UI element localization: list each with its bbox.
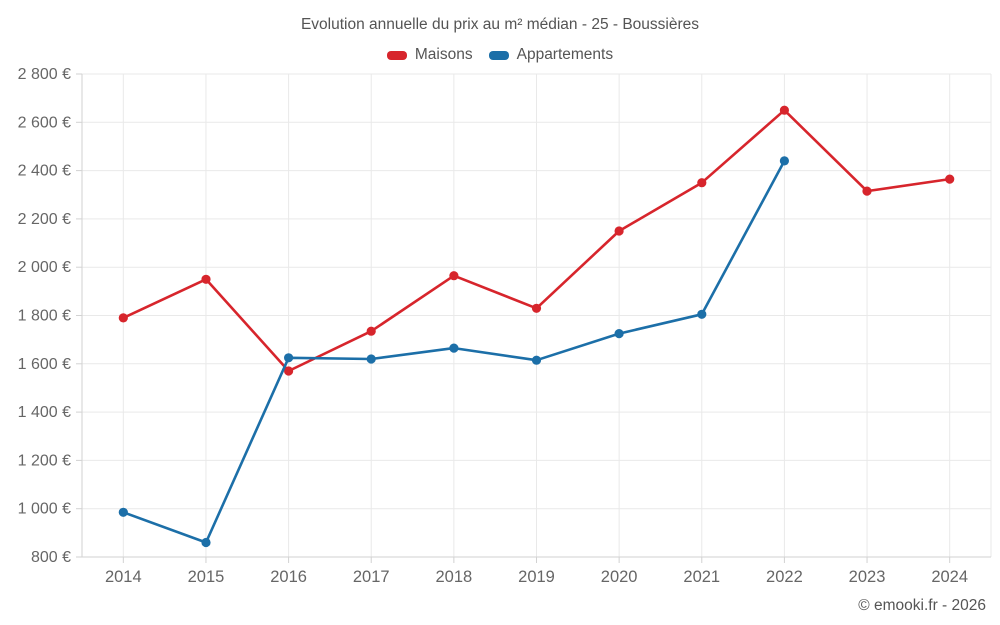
y-tick-label: 2 400 € xyxy=(18,163,71,180)
data-point-appartements-2017 xyxy=(366,354,376,364)
data-point-maisons-2020 xyxy=(614,226,624,236)
y-tick-label: 1 000 € xyxy=(18,501,71,518)
data-point-appartements-2020 xyxy=(614,329,624,339)
x-tick-label: 2021 xyxy=(683,568,720,586)
chart-title: Evolution annuelle du prix au m² médian … xyxy=(300,16,700,33)
data-point-appartements-2021 xyxy=(697,309,707,319)
data-point-maisons-2015 xyxy=(201,274,211,284)
legend-label: Maisons xyxy=(414,46,473,63)
y-tick-label: 1 800 € xyxy=(18,308,71,325)
data-point-maisons-2018 xyxy=(449,271,459,281)
data-point-maisons-2016 xyxy=(284,366,294,376)
data-point-maisons-2021 xyxy=(697,178,707,188)
legend-label: Appartements xyxy=(516,46,614,63)
y-tick-label: 1 600 € xyxy=(18,356,71,373)
legend-item-maisons[interactable]: Maisons xyxy=(386,46,473,64)
y-tick-label: 2 600 € xyxy=(18,114,71,131)
x-tick-label: 2024 xyxy=(931,568,968,586)
y-tick-label: 1 400 € xyxy=(18,404,71,421)
x-tick-label: 2022 xyxy=(766,568,803,586)
data-point-appartements-2014 xyxy=(118,507,128,517)
x-tick-label: 2019 xyxy=(518,568,555,586)
chart-legend: Maisons Appartements xyxy=(0,46,1000,64)
data-point-maisons-2019 xyxy=(531,303,542,313)
y-tick-label: 2 800 € xyxy=(18,66,71,83)
x-tick-label: 2020 xyxy=(601,568,638,586)
y-tick-label: 2 000 € xyxy=(18,259,71,276)
data-point-maisons-2024 xyxy=(945,174,955,184)
data-point-appartements-2018 xyxy=(449,343,459,353)
x-tick-label: 2015 xyxy=(188,568,225,586)
data-point-maisons-2017 xyxy=(366,326,376,336)
x-tick-label: 2014 xyxy=(105,568,142,586)
data-point-appartements-2019 xyxy=(531,355,542,365)
x-tick-label: 2018 xyxy=(436,568,473,586)
x-tick-label: 2023 xyxy=(849,568,886,586)
data-point-appartements-2016 xyxy=(284,353,294,363)
chart-credit: © emooki.fr - 2026 xyxy=(858,597,986,614)
y-tick-label: 800 € xyxy=(31,549,71,566)
legend-swatch-maisons xyxy=(386,50,407,60)
x-tick-label: 2017 xyxy=(353,568,390,586)
data-point-appartements-2022 xyxy=(779,156,790,166)
legend-item-appartements[interactable]: Appartements xyxy=(488,46,614,64)
y-tick-label: 2 200 € xyxy=(18,211,71,228)
data-point-maisons-2023 xyxy=(862,186,872,196)
y-tick-label: 1 200 € xyxy=(18,452,71,469)
data-point-maisons-2022 xyxy=(779,105,790,115)
x-tick-label: 2016 xyxy=(270,568,307,586)
data-point-appartements-2015 xyxy=(201,537,211,548)
legend-swatch-appartements xyxy=(488,50,509,60)
data-point-maisons-2014 xyxy=(118,313,128,323)
